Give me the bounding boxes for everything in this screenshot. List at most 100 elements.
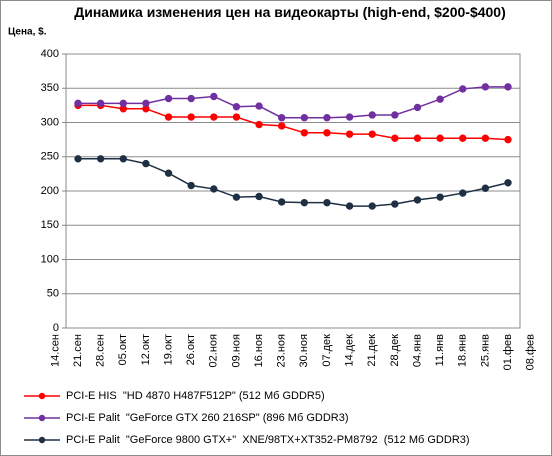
y-axis-label: Цена, $.: [8, 27, 47, 38]
data-point: [187, 94, 195, 103]
data-point: [436, 193, 444, 201]
data-point: [255, 192, 263, 201]
x-tick-label: 14.дек: [343, 334, 355, 367]
data-point: [232, 193, 241, 201]
data-point: [187, 113, 195, 121]
data-point: [481, 83, 490, 91]
y-tick-label: 150: [41, 219, 59, 231]
x-tick-label: 16.ноя: [253, 334, 265, 367]
data-point: [459, 85, 467, 93]
data-point: [142, 159, 150, 168]
data-point: [323, 129, 331, 137]
x-tick-label: 11.янв: [434, 334, 446, 367]
x-tick-label: 05.окт: [117, 334, 129, 365]
data-point: [413, 103, 422, 112]
data-point: [300, 129, 309, 137]
data-point: [413, 196, 422, 204]
data-point: [164, 94, 173, 103]
x-tick-label: 08.фев: [525, 334, 537, 370]
x-tick-label: 19.окт: [162, 334, 174, 365]
y-tick-label: 250: [41, 151, 59, 163]
data-point: [232, 113, 241, 121]
data-point: [96, 99, 105, 108]
x-tick-label: 23.ноя: [276, 334, 288, 367]
legend-label: PCI-E Palit "GeForce GTX 260 216SP" (896…: [66, 412, 348, 424]
x-tick-label: 28.сен: [95, 334, 107, 367]
x-tick-label: 14.сен: [49, 334, 61, 367]
data-point: [119, 99, 127, 108]
data-point: [459, 189, 467, 197]
data-point: [187, 181, 195, 190]
y-tick-label: 50: [47, 288, 59, 300]
data-point: [278, 198, 286, 206]
data-point: [504, 83, 512, 91]
data-point: [323, 198, 331, 207]
x-tick-label: 01.фев: [502, 334, 514, 370]
data-point: [481, 134, 490, 142]
data-point: [345, 202, 354, 210]
legend-marker: [38, 392, 46, 400]
data-point: [323, 114, 331, 122]
x-tick-label: 26.окт: [185, 334, 197, 365]
data-point: [232, 103, 241, 111]
data-point: [300, 198, 309, 207]
x-tick-label: 07.дек: [321, 334, 333, 367]
x-tick-label: 04.янв: [411, 334, 423, 367]
legend-marker: [38, 436, 46, 444]
data-point: [436, 95, 444, 103]
data-point: [210, 185, 218, 193]
x-tick-label: 02.ноя: [208, 334, 220, 367]
data-point: [436, 134, 444, 142]
data-point: [459, 134, 467, 142]
data-point: [391, 111, 399, 119]
legend-label: PCI-E Palit "GeForce 9800 GTX+" XNE/98TX…: [66, 434, 470, 446]
data-point: [278, 114, 286, 122]
data-point: [278, 122, 286, 130]
data-point: [74, 155, 82, 163]
y-tick-label: 350: [41, 82, 59, 94]
data-point: [504, 135, 512, 144]
data-point: [368, 202, 376, 210]
chart-title: Динамика изменения цен на видеокарты (hi…: [74, 4, 506, 20]
data-point: [164, 113, 173, 121]
data-point: [300, 114, 309, 122]
data-point: [391, 200, 399, 208]
data-point: [504, 179, 512, 187]
data-point: [368, 111, 376, 119]
data-point: [368, 130, 376, 138]
x-tick-label: 21.дек: [366, 334, 378, 367]
y-tick-label: 400: [41, 48, 59, 60]
data-point: [255, 120, 263, 129]
data-point: [210, 92, 218, 101]
x-tick-label: 18.янв: [457, 334, 469, 367]
x-tick-label: 28.дек: [389, 334, 401, 367]
data-point: [481, 184, 490, 192]
y-tick-label: 0: [53, 322, 59, 334]
y-tick-label: 100: [41, 253, 59, 265]
series-line: [78, 104, 509, 141]
x-tick-label: 30.ноя: [298, 334, 310, 367]
x-tick-label: 25.янв: [479, 334, 491, 367]
data-point: [345, 113, 354, 121]
series-line: [78, 86, 508, 119]
legend-label: PCI-E HIS "HD 4870 H487F512P" (512 Мб GD…: [66, 390, 325, 402]
x-tick-label: 21.сен: [72, 334, 84, 367]
series-line: [78, 158, 509, 207]
data-point: [164, 169, 173, 177]
y-tick-label: 200: [41, 185, 59, 197]
data-point: [345, 130, 354, 138]
data-point: [119, 155, 127, 163]
y-tick-label: 300: [41, 116, 59, 128]
data-point: [391, 134, 399, 142]
legend-marker: [38, 414, 46, 422]
data-point: [413, 134, 422, 142]
x-tick-label: 12.окт: [140, 334, 152, 365]
data-point: [74, 99, 82, 108]
x-tick-label: 09.ноя: [230, 334, 242, 367]
data-point: [255, 102, 263, 110]
data-point: [96, 155, 105, 163]
data-point: [210, 113, 218, 121]
data-point: [142, 99, 150, 108]
